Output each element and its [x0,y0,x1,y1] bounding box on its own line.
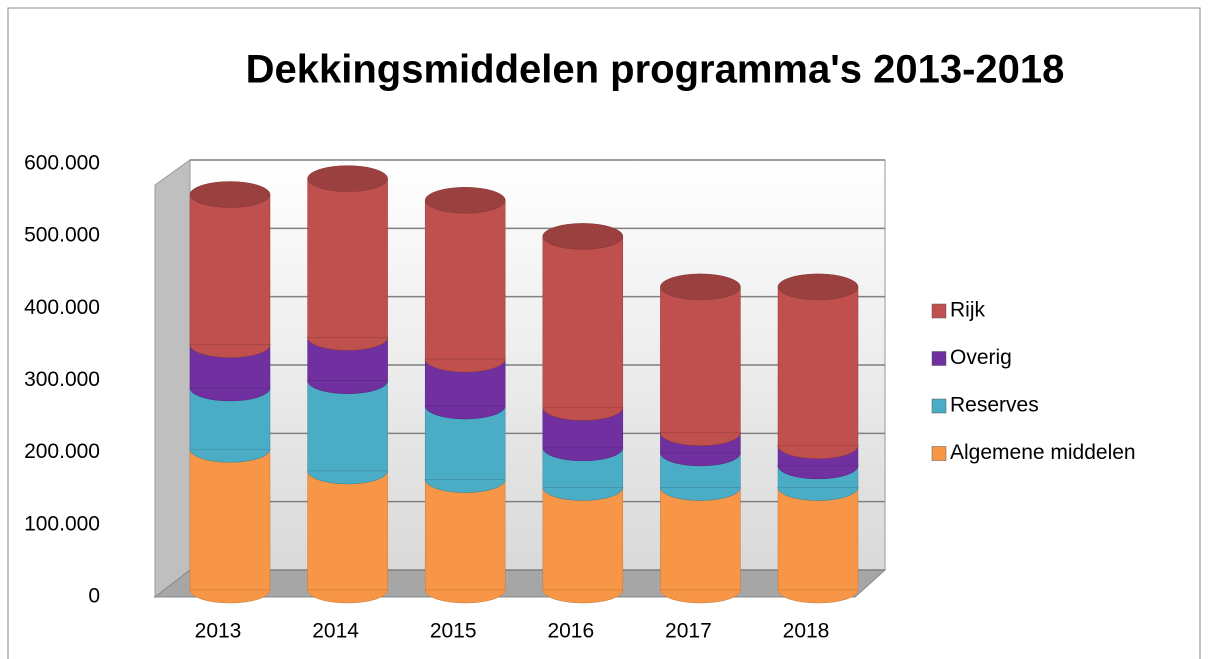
x-tick-label: 2013 [195,620,242,643]
cylinder-segment [189,449,271,591]
x-tick-label: 2016 [547,620,594,643]
cylinder-bottom [542,589,624,604]
cylinder-top [189,181,271,208]
cylinder-bottom [424,589,506,604]
y-tick-label: 300.000 [24,368,100,391]
cylinder-segment [307,380,388,472]
cylinder-bottom [307,380,388,394]
cylinder-bottom [307,470,388,485]
legend-label: Overig [950,346,1012,369]
cylinder-segment [424,479,506,591]
legend-label: Reserves [950,394,1039,417]
y-tick-label: 200.000 [24,440,100,463]
legend-label: Algemene middelen [950,441,1136,464]
cylinder-top [777,273,859,301]
cylinder-segment [777,487,859,591]
x-tick-label: 2015 [430,620,477,643]
cylinder-bottom [307,589,388,604]
side-wall [154,159,191,599]
y-tick-label: 400.000 [24,296,100,319]
cylinder-segment [307,470,388,591]
x-tick-label: 2017 [665,620,712,643]
cylinder-segment [660,487,741,591]
legend-swatch [931,351,947,366]
legend-swatch [931,398,947,414]
chart-title: Dekkingsmiddelen programma's 2013-2018 [246,48,1065,92]
cylinder-bottom [189,387,271,402]
cylinder-bottom [424,479,506,493]
cylinder-bottom [660,487,741,501]
cylinder-segment [542,487,624,591]
cylinder-top [307,165,388,192]
x-tick-label: 2018 [783,620,830,643]
y-tick-label: 0 [88,585,100,608]
cylinder-bottom [189,449,271,463]
cylinder-segment [189,194,271,345]
y-tick-label: 500.000 [24,224,100,247]
cylinder-segment [542,236,624,408]
cylinder-segment [307,178,388,338]
cylinder-bottom [189,589,271,604]
x-tick-label: 2014 [312,620,359,643]
cylinder-bottom [660,452,741,467]
cylinder-top [424,187,506,214]
cylinder-bottom [660,432,741,446]
cylinder-segment [424,200,506,360]
cylinder-bottom [660,589,741,604]
cylinder-bottom [777,487,859,501]
cylinder-segment [660,286,741,433]
cylinder-bottom [542,447,624,462]
cylinder-bottom [424,358,506,373]
cylinder-bottom [542,487,624,501]
cylinder-bottom [189,344,271,358]
legend-swatch [931,446,947,461]
y-tick-label: 100.000 [24,512,100,535]
cylinder-bottom [307,337,388,351]
cylinder-top [660,273,741,301]
legend-swatch [931,303,947,319]
cylinder-bottom [542,407,624,421]
cylinder-bottom [777,465,859,480]
cylinder-bottom [424,405,506,420]
y-tick-label: 600.000 [24,152,100,175]
legend-label: Rijk [950,299,985,322]
cylinder-segment [777,286,859,446]
cylinder-top [542,223,624,250]
cylinder-bottom [777,589,859,604]
cylinder-bottom [777,445,859,459]
